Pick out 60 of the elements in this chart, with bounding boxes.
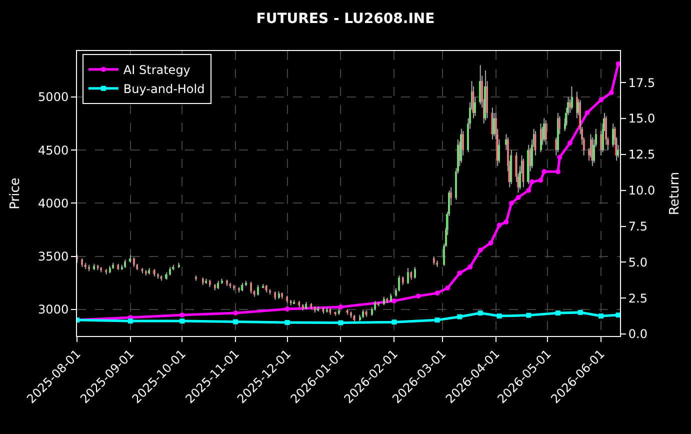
y2-axis-title: Return — [668, 172, 683, 216]
point — [180, 312, 185, 318]
y-axis-title: Price — [8, 178, 24, 210]
point — [504, 219, 509, 224]
point — [568, 140, 573, 146]
point — [578, 310, 583, 315]
point — [338, 304, 344, 310]
y-tick-label: 5000 — [38, 90, 69, 104]
point — [616, 312, 620, 318]
y-tick-label: 3000 — [38, 302, 69, 317]
y2-tick-label: 2.5 — [628, 291, 648, 306]
y-tick-label: 4000 — [38, 196, 69, 210]
point — [180, 318, 185, 324]
point — [557, 154, 562, 160]
point — [468, 264, 473, 270]
point — [496, 222, 502, 228]
point — [530, 179, 535, 184]
y2-tick-label: 0.0 — [628, 327, 648, 342]
legend-label: Buy-and-Hold — [123, 82, 205, 96]
point — [284, 320, 290, 325]
point — [598, 97, 604, 102]
point — [555, 310, 560, 316]
point — [392, 298, 397, 304]
point — [526, 188, 532, 193]
point — [233, 319, 238, 324]
point — [526, 312, 532, 318]
point — [508, 200, 514, 206]
point — [478, 248, 483, 253]
point — [434, 290, 440, 296]
y2-tick-label: 12.5 — [628, 148, 656, 162]
point — [233, 310, 238, 316]
point — [608, 90, 614, 96]
point — [338, 320, 344, 326]
y-tick-label: 3500 — [38, 250, 69, 264]
point — [457, 270, 462, 276]
point — [128, 318, 133, 324]
point — [584, 110, 590, 116]
point — [488, 240, 494, 246]
point — [542, 169, 547, 174]
chart-title: FUTURES - LU2608.INE — [256, 10, 435, 27]
point — [434, 318, 440, 323]
point — [555, 169, 560, 174]
point — [538, 178, 544, 183]
point — [616, 61, 620, 66]
point — [416, 294, 421, 299]
point — [392, 320, 397, 325]
point — [496, 314, 502, 319]
point — [284, 306, 290, 312]
point — [516, 195, 521, 200]
point — [598, 314, 604, 319]
y2-tick-label: 7.5 — [628, 219, 648, 234]
y2-tick-label: 17.5 — [628, 76, 656, 90]
legend-label: AI Strategy — [123, 63, 190, 78]
y2-tick-label: 10.0 — [628, 184, 656, 198]
y2-tick-label: 5.0 — [628, 255, 648, 270]
y-tick-label: 4500 — [38, 143, 69, 158]
point — [457, 314, 462, 320]
point — [445, 286, 450, 291]
y2-tick-label: 15.0 — [628, 112, 656, 126]
point — [478, 310, 483, 316]
